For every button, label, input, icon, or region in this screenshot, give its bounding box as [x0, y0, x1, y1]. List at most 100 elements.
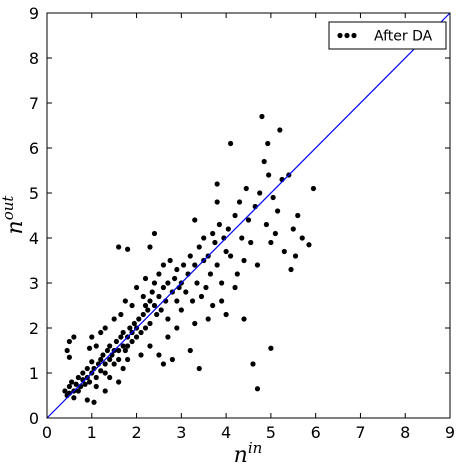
point	[180, 262, 187, 268]
point	[100, 352, 106, 358]
legend-label: After DA	[374, 29, 433, 45]
point	[71, 395, 77, 401]
point	[192, 320, 198, 327]
point	[116, 356, 122, 363]
x-tick-label: 8	[400, 423, 410, 442]
point	[212, 239, 218, 246]
point	[165, 280, 171, 286]
point	[310, 185, 317, 192]
y-label-base: n	[3, 220, 28, 234]
point	[89, 334, 95, 340]
point	[102, 361, 108, 367]
y-tick-label: 8	[29, 49, 39, 68]
point	[174, 266, 180, 273]
point	[250, 361, 256, 367]
point	[71, 334, 77, 340]
x-tick-label: 7	[355, 423, 365, 442]
y-tick-label: 9	[29, 4, 39, 23]
point	[239, 235, 245, 241]
point	[118, 311, 124, 318]
point	[219, 298, 225, 304]
point	[147, 244, 153, 250]
point	[194, 280, 200, 286]
point	[107, 356, 113, 363]
point	[223, 248, 229, 255]
point	[227, 253, 234, 259]
point	[93, 383, 99, 390]
point	[214, 262, 220, 268]
point	[98, 356, 104, 363]
point	[234, 271, 240, 277]
point	[133, 284, 140, 291]
point	[172, 275, 178, 282]
point	[116, 379, 122, 385]
point	[183, 289, 189, 295]
point	[201, 235, 207, 241]
point	[129, 338, 135, 345]
point	[169, 356, 175, 363]
point	[299, 235, 305, 241]
point	[129, 302, 135, 309]
point	[254, 262, 261, 268]
point	[196, 244, 202, 250]
point	[210, 230, 216, 237]
x-tick-label: 9	[445, 423, 455, 442]
point	[192, 217, 198, 223]
x-tick-label: 0	[42, 423, 52, 442]
point	[122, 298, 128, 304]
point	[62, 388, 68, 394]
point	[136, 316, 142, 322]
point	[147, 343, 153, 349]
point	[295, 212, 301, 219]
point	[216, 221, 222, 228]
point	[91, 399, 97, 405]
point	[290, 226, 296, 232]
point	[263, 221, 270, 228]
point	[98, 329, 104, 336]
point	[140, 293, 146, 300]
point	[165, 334, 171, 340]
point	[245, 217, 252, 223]
point	[102, 370, 108, 376]
reference-line	[46, 12, 451, 419]
point	[306, 242, 312, 248]
point	[142, 302, 149, 309]
point	[219, 280, 225, 286]
y-tick-label: 7	[29, 94, 39, 113]
point	[160, 361, 167, 367]
point	[241, 316, 247, 322]
point	[156, 293, 162, 300]
point	[142, 325, 149, 331]
point	[82, 381, 88, 387]
point	[86, 345, 93, 351]
point	[125, 343, 131, 349]
point	[243, 185, 249, 192]
point	[84, 397, 90, 403]
point	[138, 329, 144, 336]
point	[270, 194, 276, 201]
point	[187, 253, 193, 259]
point	[113, 338, 120, 345]
plot-frame	[46, 12, 451, 419]
point	[156, 271, 162, 277]
point	[104, 347, 111, 354]
point	[268, 345, 274, 351]
point	[138, 352, 144, 358]
point	[69, 379, 75, 385]
point	[120, 365, 126, 372]
point	[236, 199, 243, 205]
point	[66, 338, 72, 345]
point	[116, 347, 122, 354]
point	[268, 239, 274, 246]
point	[223, 311, 229, 318]
point	[116, 244, 122, 250]
point	[66, 383, 72, 390]
legend-marker	[344, 32, 350, 39]
point	[149, 289, 155, 295]
y-axis-label: nout	[0, 195, 28, 235]
point	[64, 347, 70, 354]
point	[133, 334, 140, 340]
point	[259, 113, 265, 120]
point	[120, 329, 126, 336]
